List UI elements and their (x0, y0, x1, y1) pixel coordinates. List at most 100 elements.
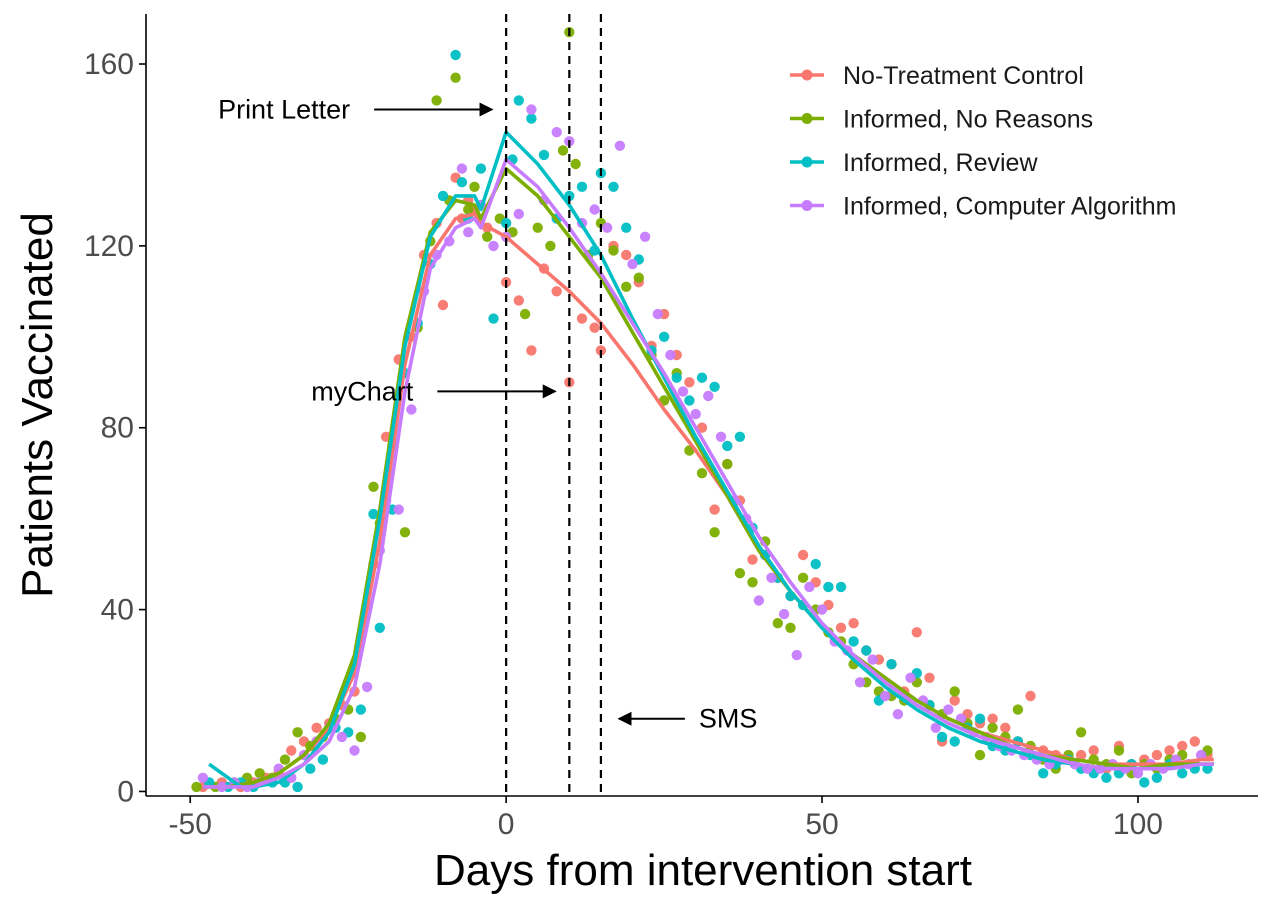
data-point (292, 727, 303, 738)
data-point (279, 754, 291, 765)
data-point (513, 208, 524, 220)
data-point (684, 395, 695, 406)
data-point (355, 704, 366, 715)
data-point (949, 695, 960, 706)
data-point (526, 345, 537, 356)
data-point (734, 431, 746, 442)
x-tick-label: 50 (805, 808, 838, 841)
data-point (1000, 722, 1011, 733)
data-point (703, 390, 714, 402)
x-tick-labels: -50 0 50 100 (169, 796, 1163, 841)
data-point (816, 604, 828, 615)
data-point (1025, 690, 1036, 702)
data-point (810, 558, 821, 570)
legend-label: Informed, No Reasons (843, 106, 1093, 134)
data-point (545, 240, 556, 252)
data-point (1132, 768, 1144, 779)
data-point (254, 768, 265, 779)
data-point (924, 672, 935, 683)
legend-item: Informed, Review (790, 149, 1038, 177)
axes (145, 14, 1258, 797)
data-point (886, 659, 897, 670)
data-point (576, 181, 588, 192)
data-point (835, 622, 847, 633)
data-point (911, 627, 922, 638)
annotation-label: myChart (311, 376, 414, 406)
trend-line (202, 212, 1214, 789)
data-point (488, 240, 499, 252)
y-tick-label: 120 (84, 230, 134, 263)
data-point (450, 72, 461, 83)
data-point (797, 549, 809, 561)
data-point (191, 781, 202, 793)
data-point (722, 440, 733, 452)
data-point (1189, 736, 1201, 747)
data-point (936, 731, 948, 743)
data-point (286, 745, 297, 756)
data-point (892, 709, 904, 720)
data-point (722, 458, 733, 470)
data-point (197, 772, 209, 783)
data-point (564, 190, 575, 202)
data-point (665, 349, 676, 361)
y-tick-label: 160 (84, 48, 134, 81)
y-tick-label: 40 (101, 594, 134, 627)
data-point (500, 217, 512, 229)
data-point (614, 140, 626, 151)
x-tick-label: 0 (498, 808, 515, 841)
data-point (1177, 740, 1188, 752)
legend-label: Informed, Review (843, 149, 1038, 177)
x-tick-label: 100 (1113, 808, 1163, 841)
data-point (292, 781, 303, 793)
reference-lines (505, 14, 603, 796)
data-point (987, 722, 998, 733)
data-point (949, 736, 960, 747)
data-point (835, 581, 847, 593)
data-point (1139, 777, 1150, 788)
data-point (880, 690, 891, 702)
data-point (1113, 745, 1125, 756)
data-point (513, 95, 524, 106)
data-point (930, 722, 941, 733)
data-point (374, 622, 385, 633)
data-point (709, 527, 720, 538)
data-point (469, 181, 480, 192)
data-point (804, 581, 815, 593)
legend-marker (801, 113, 813, 124)
data-point (576, 313, 588, 324)
legend-marker (801, 156, 813, 168)
trend-lines (202, 130, 1214, 789)
data-point (753, 595, 765, 606)
data-point (532, 222, 543, 233)
data-point (621, 249, 632, 261)
data-point (709, 504, 720, 515)
data-point (848, 618, 859, 629)
data-point (848, 636, 859, 647)
data-point (475, 163, 487, 174)
data-point (621, 222, 632, 233)
x-axis-title: Days from intervention start (434, 846, 972, 895)
data-point (551, 286, 562, 297)
data-point (658, 331, 670, 342)
data-point (488, 313, 499, 324)
legend-label: No-Treatment Control (843, 62, 1084, 90)
data-point (450, 49, 461, 61)
y-tick-label: 80 (101, 412, 134, 445)
data-point (355, 731, 366, 743)
legend-item: Informed, Computer Algorithm (790, 193, 1176, 221)
data-point (861, 645, 872, 656)
annotation-label: Print Letter (218, 94, 350, 124)
data-point (734, 568, 746, 579)
data-point (747, 554, 758, 565)
data-point (1101, 772, 1112, 783)
data-point (437, 190, 449, 202)
data-point (1012, 704, 1024, 715)
data-point (1151, 749, 1163, 761)
data-point (785, 622, 796, 633)
data-point (905, 672, 916, 683)
data-point (608, 181, 619, 192)
data-point (463, 227, 474, 238)
data-point (854, 677, 866, 688)
data-point (557, 145, 569, 156)
data-point (361, 681, 373, 693)
